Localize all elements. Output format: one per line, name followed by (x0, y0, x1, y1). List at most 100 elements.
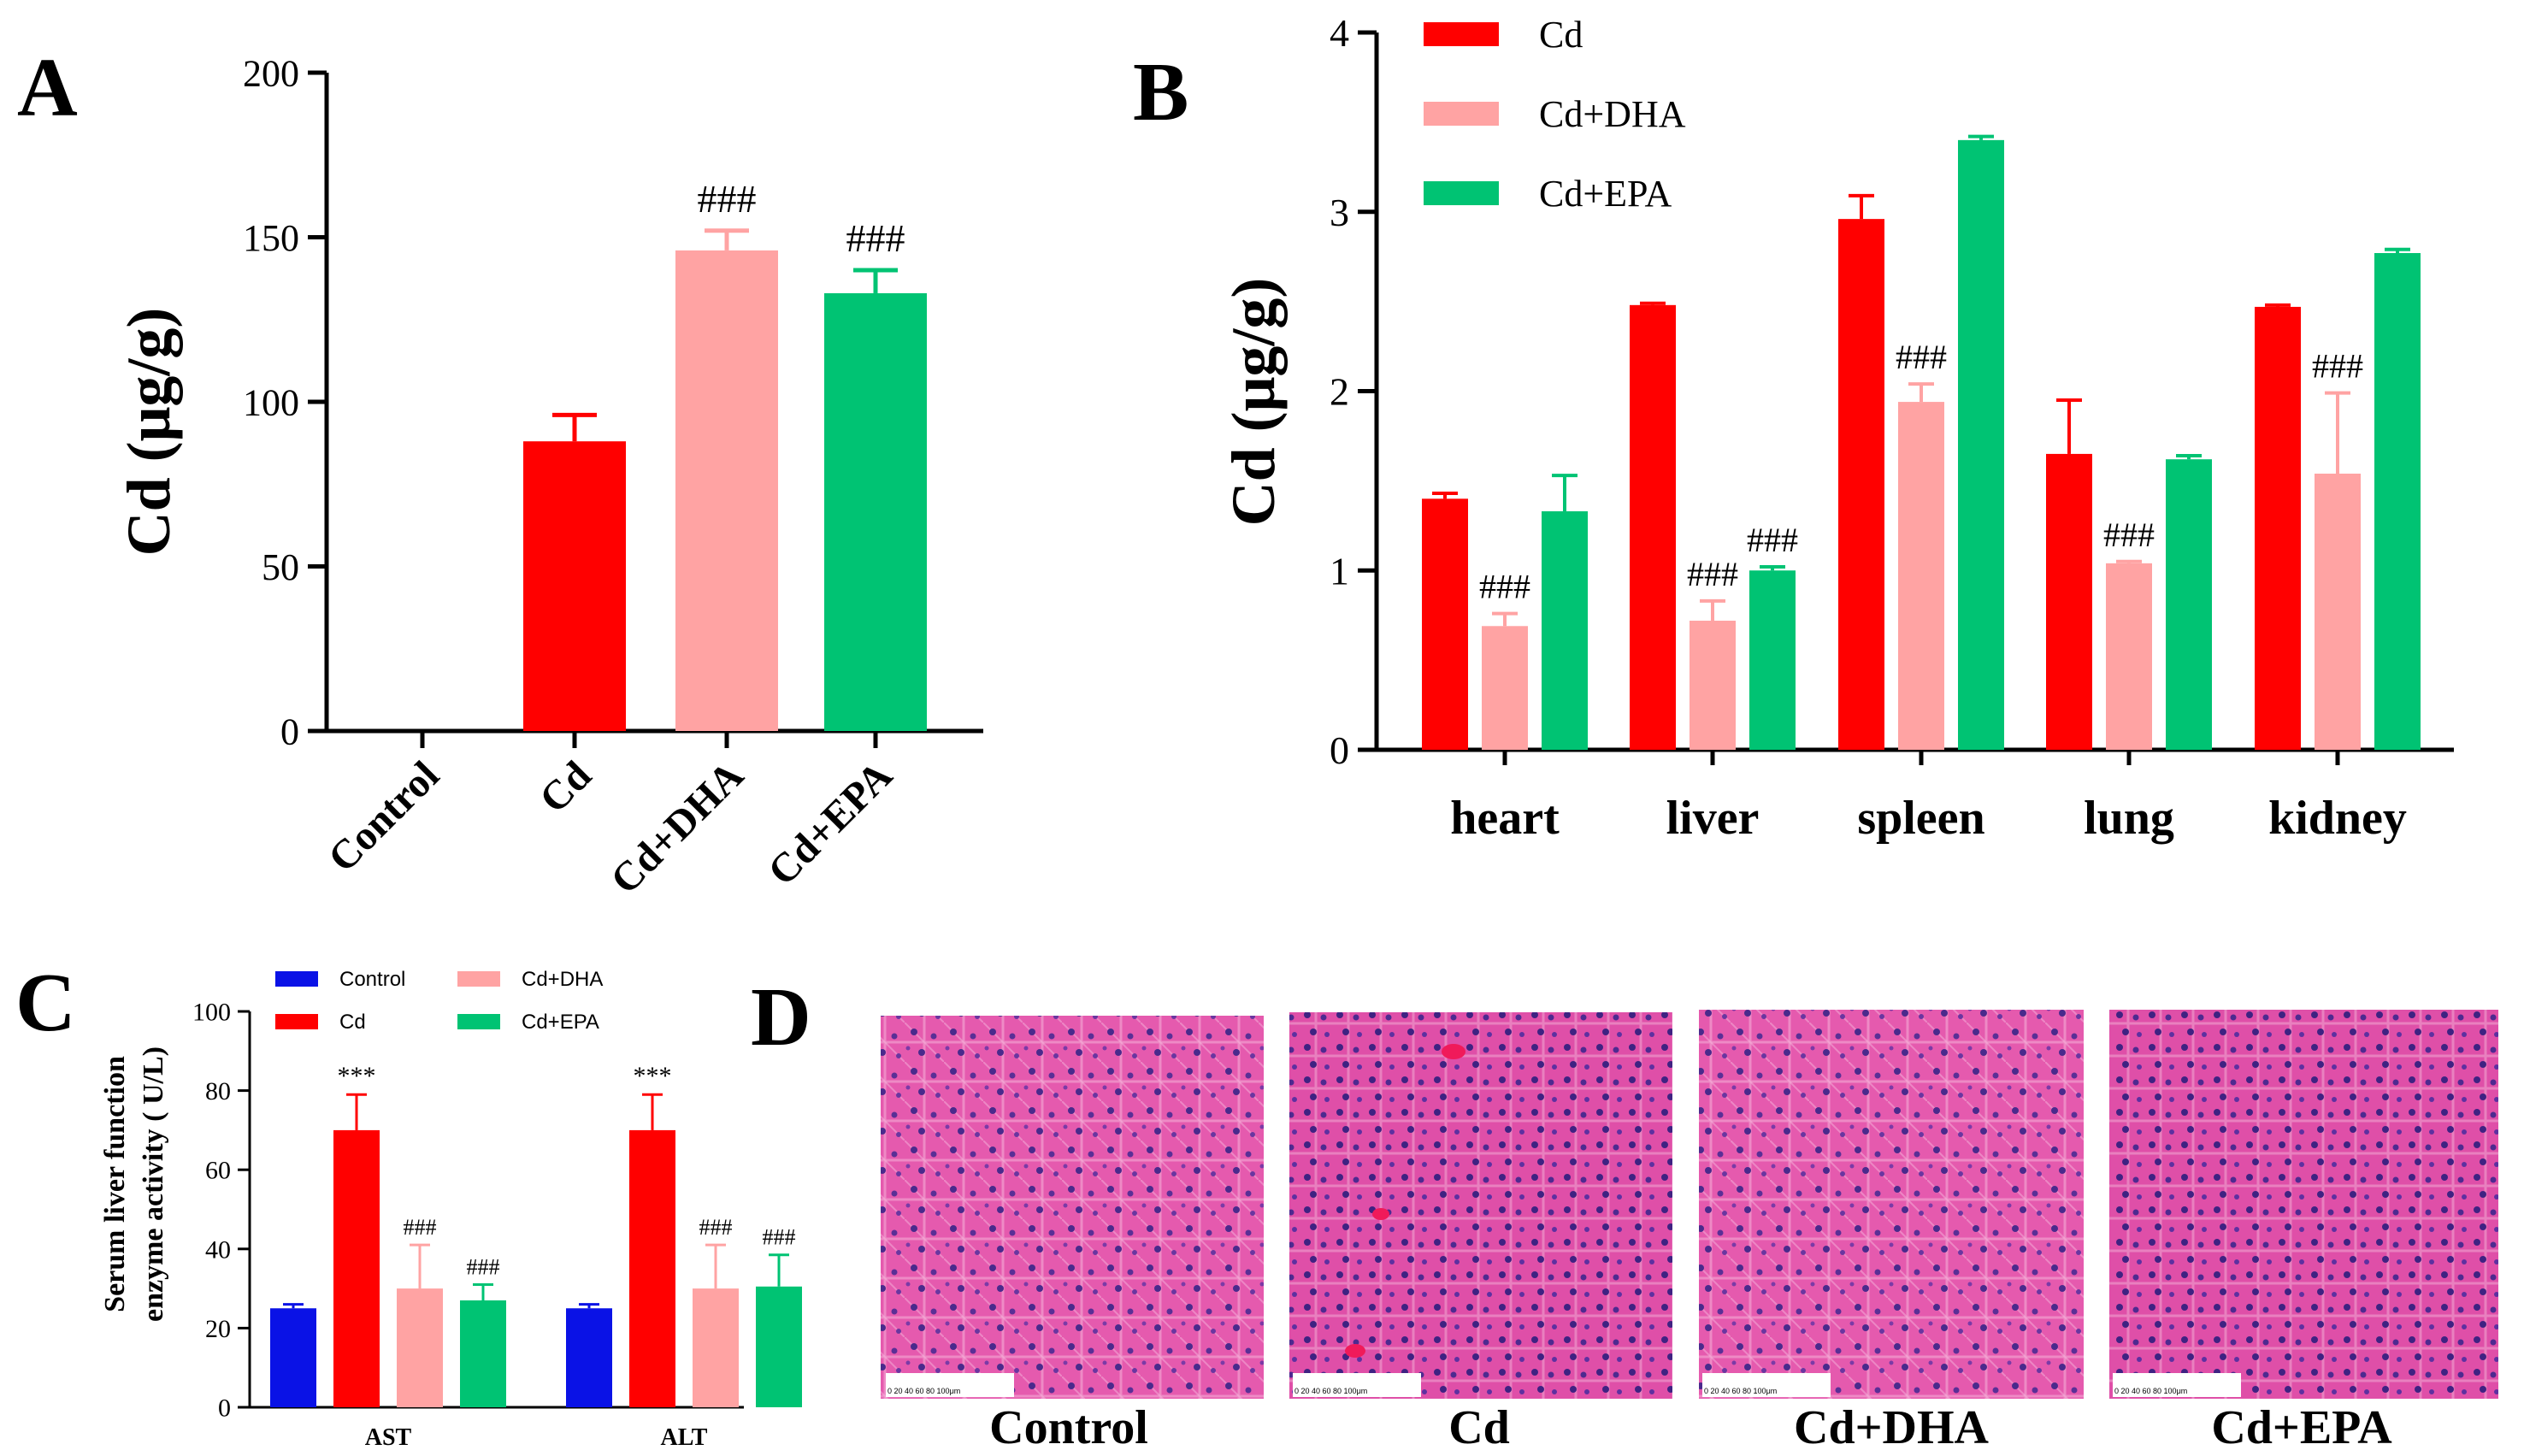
chart-b-bar (2315, 473, 2361, 750)
chart-c-bar (270, 1308, 316, 1407)
chart-b-category-label: spleen (1857, 792, 1984, 845)
chart-b-legend-label: Cd+DHA (1539, 93, 1686, 135)
chart-b-bar (2374, 252, 2421, 750)
chart-c-annotation: ### (467, 1254, 500, 1279)
chart-a-bar (523, 441, 626, 731)
chart-a-category-label: Cd+DHA (602, 752, 752, 903)
chart-b-category-label: heart (1450, 792, 1560, 845)
scale-bar-box (1702, 1373, 1831, 1397)
chart-c-bar (460, 1300, 506, 1407)
chart-b-bar (1749, 570, 1796, 750)
chart-c-legend-swatch (457, 1014, 500, 1029)
chart-c-category-label: ALT (660, 1424, 707, 1451)
chart-c-y-tick-label: 60 (205, 1157, 231, 1185)
chart-b-annotation: ### (2103, 516, 2155, 554)
chart-b-annotation: ### (1687, 555, 1738, 593)
chart-c-ylabel-line1: Serum liver function (99, 1056, 131, 1312)
chart-c-bar (566, 1308, 612, 1407)
chart-b-category-label: lung (2084, 792, 2174, 845)
chart-c-legend-label: Cd (339, 1011, 366, 1034)
scale-bar-label: 0 20 40 60 80 100μm (2114, 1387, 2187, 1395)
scale-bar-label: 0 20 40 60 80 100μm (1294, 1387, 1367, 1395)
chart-a-annotation: ### (846, 216, 905, 260)
micrograph-control: 0 20 40 60 80 100μm Control (881, 1016, 1264, 1454)
chart-a-y-tick-label: 50 (262, 546, 299, 588)
chart-b-bar (1422, 498, 1468, 750)
chart-b-annotation: ### (1479, 568, 1530, 606)
chart-b-bar (1542, 511, 1588, 750)
micrograph-cd: 0 20 40 60 80 100μm Cd (1289, 1012, 1672, 1454)
chart-b-bar (1838, 219, 1884, 750)
chart-c-bar (693, 1288, 739, 1407)
chart-b-y-tick-label: 3 (1330, 191, 1349, 234)
panel-label-a: A (17, 42, 78, 134)
micrograph-label-cd-epa: Cd+EPA (2211, 1401, 2392, 1454)
chart-c-bar (756, 1286, 802, 1407)
micrograph-cd-epa: 0 20 40 60 80 100μm Cd+EPA (2109, 1010, 2498, 1454)
chart-c-y-tick-label: 0 (218, 1394, 231, 1423)
micrograph-label-cd-dha: Cd+DHA (1794, 1401, 1989, 1454)
chart-b: Cd (μg/g) 01234###heart######liver###spl… (1219, 11, 2454, 845)
panel-label-b: B (1133, 46, 1188, 139)
chart-b-legend-swatch (1424, 181, 1499, 205)
chart-c-annotation: ### (404, 1215, 437, 1240)
chart-b-y-tick-label: 2 (1330, 370, 1349, 414)
chart-c: Serum liver function enzyme activity ( U… (99, 968, 802, 1451)
scale-bar-label: 0 20 40 60 80 100μm (888, 1387, 960, 1395)
chart-b-bar (1958, 139, 2004, 751)
chart-c-legend-label: Cd+DHA (522, 968, 603, 991)
chart-b-y-tick-label: 0 (1330, 728, 1349, 772)
scale-bar-box (886, 1373, 1014, 1397)
chart-b-annotation: ### (1747, 521, 1798, 559)
chart-b-bar (1630, 304, 1676, 750)
chart-a-annotation: ### (698, 177, 757, 221)
chart-a-y-tick-label: 200 (243, 52, 299, 94)
micrograph-label-control: Control (989, 1401, 1148, 1454)
chart-b-ylabel: Cd (μg/g) (1219, 278, 1288, 527)
chart-a-category-label: Control (320, 752, 448, 881)
chart-c-category-label: AST (365, 1424, 412, 1451)
chart-b-category-label: liver (1666, 792, 1760, 845)
chart-c-bar (629, 1129, 675, 1407)
chart-a-y-tick-label: 0 (280, 710, 299, 752)
scale-bar-label: 0 20 40 60 80 100μm (1704, 1387, 1777, 1395)
panel-label-d: D (751, 971, 811, 1064)
micrograph-label-cd: Cd (1448, 1401, 1510, 1454)
micrograph-cd-dha: 0 20 40 60 80 100μm Cd+DHA (1699, 1010, 2084, 1454)
chart-a: Cd (μg/g) 0 50 100 150 200 Control Cd ### Cd+DHA… (115, 52, 983, 903)
chart-a-bar (824, 292, 927, 731)
chart-c-annotation: *** (338, 1062, 376, 1090)
chart-b-annotation: ### (1896, 338, 1947, 376)
chart-b-bar (2106, 563, 2152, 750)
chart-b-annotation: ### (2312, 347, 2363, 386)
chart-a-category-label: Cd (531, 752, 600, 822)
chart-c-y-tick-label: 20 (205, 1315, 231, 1343)
chart-c-annotation: ### (699, 1215, 733, 1240)
chart-c-annotation: ### (763, 1225, 796, 1250)
chart-a-category-label: Cd+EPA (759, 752, 901, 894)
chart-b-legend-swatch (1424, 22, 1499, 46)
chart-b-legend-label: Cd+EPA (1539, 173, 1672, 215)
chart-c-legend-swatch (275, 1014, 318, 1029)
panel-label-c: C (15, 957, 76, 1049)
chart-a-bar (675, 250, 778, 731)
chart-c-ylabel-line2: enzyme activity ( U/L) (138, 1046, 169, 1322)
chart-c-bar (333, 1129, 380, 1407)
chart-b-bar (1482, 626, 1528, 750)
chart-c-annotation: *** (634, 1062, 672, 1090)
chart-b-bar (1898, 402, 1944, 750)
chart-b-y-tick-label: 1 (1330, 549, 1349, 592)
chart-b-bar (2255, 306, 2301, 751)
chart-b-legend-swatch (1424, 102, 1499, 126)
scale-bar-box (1293, 1373, 1421, 1397)
chart-c-y-tick-label: 100 (192, 999, 231, 1027)
chart-c-legend-swatch (275, 971, 318, 987)
micrograph-panel: 0 20 40 60 80 100μm Control 0 20 40 60 8… (881, 1010, 2498, 1454)
chart-c-legend-label: Control (339, 968, 405, 991)
chart-c-y-tick-label: 80 (205, 1077, 231, 1105)
chart-b-y-tick-label: 4 (1330, 11, 1349, 55)
chart-c-y-tick-label: 40 (205, 1235, 231, 1264)
chart-a-y-tick-label: 100 (243, 381, 299, 423)
chart-b-category-label: kidney (2268, 792, 2407, 845)
chart-c-legend-swatch (457, 971, 500, 987)
